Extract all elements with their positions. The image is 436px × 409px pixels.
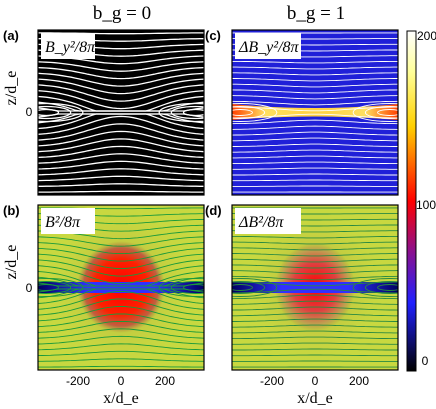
- panel-a: B_y²/8π: [37, 29, 205, 196]
- quantity-label-d: ΔB²/8π: [238, 214, 284, 231]
- ylabel-bottom: z/d_e: [3, 245, 20, 280]
- column-title-right: b_g = 1: [287, 3, 345, 24]
- xtick-right-1: -200: [260, 374, 284, 388]
- column-title-left: b_g = 0: [93, 3, 151, 24]
- panel-letter-a: (a): [3, 28, 19, 43]
- ytick-bottom: 0: [26, 281, 33, 295]
- quantity-label-b: B²/8π: [45, 214, 81, 231]
- panel-d: ΔB²/8π: [231, 204, 399, 371]
- quantity-label-a: B_y²/8π: [45, 39, 96, 56]
- quantity-box-c: [235, 33, 301, 59]
- quantity-box-d: [235, 208, 301, 234]
- panel-letter-d: (d): [205, 203, 222, 218]
- xtick-left-2: 0: [118, 374, 125, 388]
- xtick-right-3: 200: [349, 374, 369, 388]
- panel-letter-c: (c): [205, 28, 221, 43]
- quantity-label-c: ΔB_y²/8π: [238, 39, 300, 56]
- field-lines-a: [38, 32, 204, 193]
- xlabel-right: x/d_e: [297, 390, 333, 407]
- ylabel-top: z/d_e: [3, 71, 20, 106]
- xtick-left-3: 200: [155, 374, 175, 388]
- panel-c: ΔB_y²/8π: [231, 29, 399, 196]
- field-lines-d: [232, 207, 398, 368]
- ytick-top: 0: [26, 105, 33, 119]
- colorbar-tick-0: 0: [422, 354, 429, 368]
- colorbar-tick-100: 100: [416, 198, 436, 212]
- xtick-right-2: 0: [312, 374, 319, 388]
- xlabel-left: x/d_e: [103, 390, 139, 407]
- colorbar: 200 100 0: [406, 29, 436, 372]
- panel-letter-b: (b): [3, 203, 20, 218]
- quantity-box-b: [41, 208, 95, 234]
- quantity-box-a: [41, 33, 95, 59]
- panel-b: B²/8π: [37, 204, 205, 371]
- colorbar-tick-200: 200: [417, 29, 436, 43]
- xtick-left-1: -200: [66, 374, 90, 388]
